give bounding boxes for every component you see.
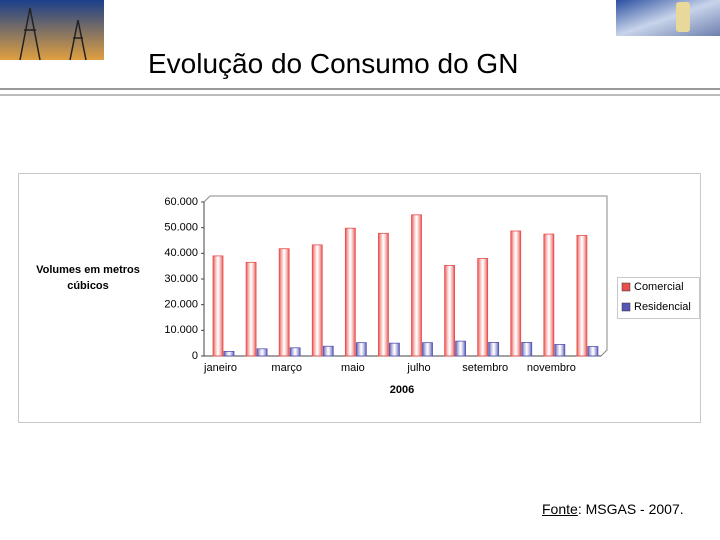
legend-swatch: [621, 282, 631, 292]
bar: [256, 348, 268, 357]
source-text: : MSGAS - 2007.: [577, 501, 684, 517]
legend-swatch: [621, 302, 631, 312]
y-tick-label: 0: [192, 350, 198, 362]
legend-label: Residencial: [634, 301, 691, 313]
source-label: Fonte: [542, 501, 578, 517]
bar: [444, 264, 455, 357]
header-image: [0, 0, 104, 60]
bar: [488, 341, 500, 357]
legend-frame: [617, 277, 700, 319]
x-tick-label: julho: [406, 362, 430, 374]
logo-badge: [676, 2, 690, 32]
bar: [411, 214, 422, 357]
bar: [212, 255, 224, 357]
x-tick-label: setembro: [462, 362, 508, 374]
x-axis-title: 2006: [390, 384, 414, 396]
logo-image: [616, 0, 720, 36]
bar: [422, 342, 433, 357]
bar: [587, 346, 599, 357]
y-tick-label: 40.000: [164, 247, 198, 259]
slide-title: Evolução do Consumo do GN: [148, 48, 519, 79]
bar: [477, 258, 489, 357]
bar: [344, 227, 356, 357]
y-tick-label: 50.000: [164, 222, 198, 234]
bar: [543, 233, 555, 357]
x-tick-label: janeiro: [203, 362, 237, 374]
bar: [322, 345, 334, 357]
y-tick-label: 20.000: [164, 299, 198, 311]
y-tick-label: 10.000: [164, 324, 198, 336]
bar: [455, 340, 466, 357]
bar: [389, 342, 400, 357]
legend-label: Comercial: [634, 281, 684, 293]
bar: [278, 248, 290, 357]
bar: [521, 341, 533, 357]
bar: [311, 244, 323, 357]
bar: [289, 347, 301, 357]
bar: [510, 230, 522, 357]
bar: [355, 342, 367, 357]
bar: [223, 350, 235, 357]
x-tick-label: novembro: [527, 362, 576, 374]
bar: [554, 344, 566, 357]
x-tick-label: março: [271, 362, 302, 374]
x-tick-label: maio: [341, 362, 365, 374]
pylon-drawing: [19, 7, 87, 61]
bar: [576, 234, 588, 357]
y-axis-title: Volumes em metros cúbicos: [36, 264, 140, 292]
bar: [245, 261, 257, 357]
y-tick-label: 30.000: [164, 273, 198, 285]
bar: [378, 232, 389, 357]
source-note: Fonte: MSGAS - 2007.: [542, 501, 684, 517]
y-tick-label: 60.000: [164, 196, 198, 208]
